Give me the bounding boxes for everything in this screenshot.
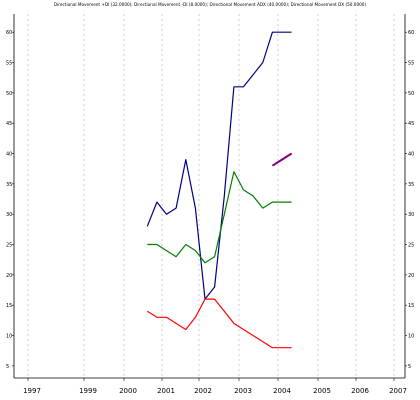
y-tick-label-left-50: 50 xyxy=(6,91,12,97)
y-tick-label-left-40: 40 xyxy=(6,152,12,158)
series-line-plus_di xyxy=(147,171,292,264)
y-tick-label-left-45: 45 xyxy=(6,121,12,127)
y-tick-label-left-35: 35 xyxy=(6,182,12,188)
y-tick-label-right-45: 45 xyxy=(408,121,414,127)
y-tick-label-left-10: 10 xyxy=(6,334,12,340)
y-tick-label-right-35: 35 xyxy=(408,182,414,188)
axes xyxy=(13,14,406,379)
x-tick-label-2002: 2002 xyxy=(194,387,212,395)
x-tick-label-2007: 2007 xyxy=(389,387,407,395)
series-line-dx xyxy=(146,31,292,300)
y-tick-label-right-10: 10 xyxy=(408,334,414,340)
x-tick-label-2004: 2004 xyxy=(273,387,291,395)
x-tick-label-2001: 2001 xyxy=(157,387,175,395)
series-line-adx xyxy=(271,152,293,167)
y-tick-label-right-60: 60 xyxy=(408,30,414,36)
series-line-minus_di xyxy=(146,298,292,349)
y-tick-label-right-55: 55 xyxy=(408,61,414,67)
series-lines xyxy=(146,31,293,349)
x-tick-label-2005: 2005 xyxy=(313,387,331,395)
y-tick-label-left-15: 15 xyxy=(6,303,12,309)
chart-title: Directional Movement +DI (32.0000); Dire… xyxy=(53,2,367,7)
y-tick-label-right-25: 25 xyxy=(408,243,414,249)
grid xyxy=(27,14,395,378)
y-tick-label-right-20: 20 xyxy=(408,273,414,279)
x-tick-label-2000: 2000 xyxy=(119,387,137,395)
x-tick-label-2006: 2006 xyxy=(351,387,369,395)
y-tick-label-right-15: 15 xyxy=(408,303,414,309)
y-tick-label-left-25: 25 xyxy=(6,243,12,249)
y-tick-label-left-20: 20 xyxy=(6,273,12,279)
y-tick-label-left-60: 60 xyxy=(6,30,12,36)
y-tick-label-left-5: 5 xyxy=(6,364,9,370)
y-tick-label-left-55: 55 xyxy=(6,61,12,67)
y-tick-label-right-5: 5 xyxy=(408,364,411,370)
x-tick-label-1997: 1997 xyxy=(23,387,41,395)
y-tick-label-right-40: 40 xyxy=(408,152,414,158)
y-tick-label-left-30: 30 xyxy=(6,212,12,218)
x-tick-label-2003: 2003 xyxy=(234,387,252,395)
x-tick-label-1999: 1999 xyxy=(79,387,97,395)
y-tick-label-right-50: 50 xyxy=(408,91,414,97)
y-tick-label-right-30: 30 xyxy=(408,212,414,218)
